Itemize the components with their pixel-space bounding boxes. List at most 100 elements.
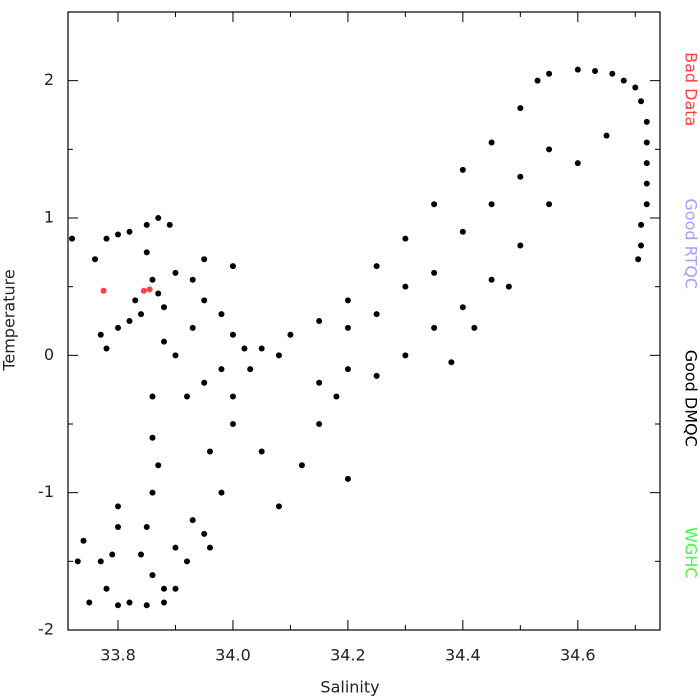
data-point	[431, 201, 438, 208]
data-point	[92, 256, 99, 263]
data-point	[574, 160, 581, 167]
data-point	[517, 105, 524, 112]
legend-label: Good RTQC	[682, 198, 700, 289]
data-point	[316, 318, 323, 324]
data-point	[298, 462, 305, 469]
data-point	[638, 98, 645, 105]
data-point	[287, 331, 294, 338]
data-point	[206, 448, 213, 455]
data-point	[316, 379, 323, 386]
data-point	[126, 228, 133, 235]
data-point	[517, 242, 524, 249]
data-point	[471, 324, 478, 331]
data-point	[143, 602, 150, 609]
x-axis-label: Salinity	[320, 678, 379, 697]
data-point	[103, 585, 110, 592]
data-point	[431, 269, 438, 276]
data-point	[201, 379, 208, 386]
data-point	[638, 221, 645, 228]
data-point	[431, 324, 438, 331]
data-point	[115, 231, 122, 238]
data-point	[149, 572, 156, 579]
data-point	[635, 256, 642, 263]
data-point	[402, 283, 409, 290]
legend-label: Bad Data	[682, 52, 700, 126]
plot-frame	[67, 11, 661, 631]
data-point	[160, 304, 167, 311]
x-tick-label: 34.6	[560, 646, 596, 665]
data-point	[140, 287, 147, 294]
data-point	[459, 166, 466, 173]
x-tick-label: 34.4	[445, 646, 481, 665]
data-point	[100, 287, 107, 294]
data-point	[402, 235, 409, 242]
data-point	[160, 338, 167, 345]
data-point	[172, 544, 179, 551]
data-point	[69, 235, 76, 242]
data-point	[218, 489, 225, 496]
data-point	[373, 263, 380, 270]
data-point	[201, 256, 208, 263]
data-point	[126, 599, 133, 606]
y-tick-label: 1	[44, 208, 54, 227]
data-point	[534, 77, 541, 84]
y-tick-label: -2	[38, 620, 54, 639]
data-point	[448, 359, 455, 366]
data-point	[155, 215, 162, 221]
data-point	[643, 160, 650, 167]
data-point	[344, 475, 351, 482]
x-tick-label: 33.8	[100, 646, 136, 665]
data-point	[643, 139, 650, 146]
data-point	[643, 180, 650, 187]
data-point	[183, 393, 190, 400]
data-point	[172, 269, 179, 276]
data-point	[149, 489, 156, 496]
data-point	[546, 70, 553, 77]
data-point	[546, 201, 553, 208]
data-point	[183, 558, 190, 565]
x-tick-label: 34.2	[330, 646, 366, 665]
data-point	[546, 146, 553, 153]
data-point	[275, 503, 282, 510]
data-point	[103, 235, 110, 242]
y-axis-label: Temperature	[0, 269, 19, 371]
data-point	[229, 421, 236, 427]
data-point	[206, 544, 213, 551]
data-point	[488, 276, 495, 283]
data-point	[189, 276, 196, 283]
data-point	[316, 421, 323, 427]
data-point	[638, 242, 645, 249]
data-point	[373, 372, 380, 379]
data-point	[115, 503, 122, 510]
data-point	[86, 599, 93, 606]
data-point	[333, 393, 340, 400]
data-point	[172, 352, 179, 359]
data-point	[459, 304, 466, 311]
data-point	[160, 599, 167, 606]
data-point	[189, 517, 196, 524]
y-tick-label: 0	[44, 345, 54, 364]
data-point	[160, 585, 167, 592]
data-point	[97, 558, 104, 565]
data-point	[344, 324, 351, 331]
data-point	[275, 352, 282, 359]
data-point	[488, 139, 495, 146]
data-point	[146, 286, 153, 293]
data-point	[402, 352, 409, 359]
data-point	[115, 524, 122, 530]
data-point	[488, 201, 495, 208]
data-point	[258, 448, 265, 455]
data-point	[149, 393, 156, 400]
data-point	[149, 276, 156, 283]
y-tick-label: -1	[38, 482, 54, 501]
data-point	[643, 201, 650, 208]
data-point	[229, 331, 236, 338]
data-point	[97, 331, 104, 338]
data-point	[218, 311, 225, 318]
data-point	[115, 602, 122, 609]
data-point	[459, 228, 466, 235]
data-point	[155, 462, 162, 469]
data-point	[505, 283, 512, 290]
data-point	[218, 366, 225, 373]
